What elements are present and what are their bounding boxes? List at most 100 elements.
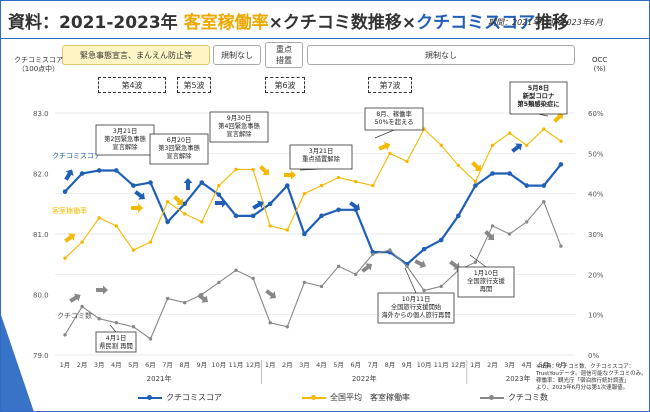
trend-arrow-head bbox=[269, 291, 276, 299]
source-note: ※出典：クチコミ数、クチコミスコア： TrustYouデータ。週信可能なクチコミ… bbox=[536, 364, 647, 391]
title-count: クチコミ数 bbox=[282, 13, 368, 33]
y-left-tick-label: 82.0 bbox=[33, 171, 49, 179]
x-tick-label: 5月 bbox=[128, 361, 139, 369]
series-point-2 bbox=[251, 276, 255, 281]
series-label-score: クチコミスコア bbox=[52, 152, 101, 160]
x-tick-label: 10月 bbox=[417, 361, 432, 369]
series-point-0 bbox=[558, 162, 564, 167]
series-point-2 bbox=[131, 325, 136, 329]
series-point-1 bbox=[251, 167, 255, 172]
trend-arrow-head bbox=[419, 260, 426, 269]
trend-arrow-head bbox=[256, 200, 264, 209]
x-tick-label: 6月 bbox=[145, 361, 156, 369]
annotation-label: 10月11日 bbox=[402, 295, 431, 303]
annotation-box bbox=[209, 111, 269, 143]
series-point-2 bbox=[165, 296, 170, 301]
series-point-1 bbox=[97, 216, 101, 220]
x-tick-label: 3月 bbox=[94, 361, 105, 369]
series-point-0 bbox=[336, 207, 341, 213]
series-point-1 bbox=[268, 224, 272, 228]
y-right-tick-label: 0% bbox=[588, 352, 599, 360]
series-point-2 bbox=[354, 272, 358, 277]
annotation-label: 宣言解除 bbox=[226, 129, 252, 138]
restriction-none-2: 規制なし bbox=[307, 45, 575, 65]
annotation-box bbox=[149, 133, 209, 165]
series-point-0 bbox=[250, 213, 256, 219]
legend-swatch-count bbox=[480, 394, 504, 400]
series-point-1 bbox=[336, 175, 341, 180]
annotation-label: 第5類感染症に bbox=[517, 99, 559, 108]
wave-4: 第4波 bbox=[98, 77, 166, 93]
annotation-leader bbox=[469, 254, 487, 268]
series-point-0 bbox=[319, 213, 324, 219]
title-prefix: 資料：2021-2023年 bbox=[8, 13, 178, 33]
annotation-box bbox=[289, 144, 353, 170]
x-tick-label: 1月 bbox=[60, 361, 71, 369]
trend-arrow-head bbox=[176, 198, 184, 206]
series-point-2 bbox=[336, 264, 341, 268]
series-point-1 bbox=[285, 228, 289, 232]
series-point-2 bbox=[302, 280, 307, 285]
annotation-label: 海外からの個人旅行再開 bbox=[381, 310, 450, 319]
x-tick-label: 9月 bbox=[402, 361, 413, 369]
trend-arrow-head bbox=[183, 178, 193, 183]
series-point-2 bbox=[217, 280, 221, 285]
legend-item-score: クチコミスコア bbox=[138, 392, 222, 403]
series-point-1 bbox=[473, 179, 478, 184]
x-tick-label: 10月 bbox=[212, 361, 227, 369]
annotation-box bbox=[95, 124, 155, 156]
annotation-label: 全国旅行支援開始 bbox=[391, 302, 442, 311]
x-tick-label: 2月 bbox=[282, 361, 293, 369]
series-point-2 bbox=[63, 333, 67, 337]
annotation-label: 再開 bbox=[480, 285, 493, 293]
trend-arrow-head bbox=[365, 263, 372, 271]
annotation-label: 宣言解除 bbox=[112, 142, 138, 151]
series-point-0 bbox=[96, 168, 102, 173]
title-mid: 推移× bbox=[367, 13, 417, 33]
series-point-0 bbox=[438, 237, 444, 243]
x-year-label: 2023年 bbox=[506, 374, 531, 383]
y-right-tick-label: 60% bbox=[588, 110, 604, 118]
series-point-0 bbox=[490, 171, 495, 176]
chart-legend: クチコミスコア 全国平均 客室稼働率 クチコミ数 bbox=[0, 386, 650, 406]
trend-arrow-head bbox=[383, 141, 391, 151]
title-times: × bbox=[268, 13, 283, 33]
series-point-1 bbox=[525, 143, 529, 147]
x-tick-label: 1月 bbox=[470, 361, 481, 369]
annotation-leader bbox=[374, 129, 395, 139]
series-point-0 bbox=[456, 213, 461, 219]
annotation-box bbox=[364, 107, 424, 131]
x-year-label: 2021年 bbox=[147, 374, 172, 383]
series-point-1 bbox=[114, 224, 119, 228]
series-point-0 bbox=[541, 183, 547, 188]
x-tick-label: 3月 bbox=[504, 361, 515, 369]
series-point-1 bbox=[542, 127, 546, 131]
annotation-label: 8月、稼働率 bbox=[376, 109, 412, 118]
x-tick-label: 4月 bbox=[111, 361, 122, 369]
series-point-2 bbox=[97, 317, 101, 321]
title-score: クチコミスコア bbox=[416, 13, 536, 33]
series-point-1 bbox=[80, 240, 84, 244]
annotation-label: 重点措置解除 bbox=[302, 154, 340, 163]
title-occ: 客室稼働率 bbox=[183, 13, 269, 33]
x-tick-label: 7月 bbox=[367, 361, 378, 369]
series-point-2 bbox=[285, 325, 289, 329]
series-point-1 bbox=[234, 167, 238, 172]
series-point-1 bbox=[507, 131, 512, 135]
x-tick-label: 9月 bbox=[196, 361, 207, 369]
trend-arrow-head bbox=[201, 295, 208, 303]
series-label-count: クチコミ数 bbox=[57, 311, 92, 320]
annotation-label: 県民割 再開 bbox=[99, 341, 133, 350]
annotation-box bbox=[95, 331, 137, 353]
series-point-1 bbox=[217, 183, 221, 188]
series-point-1 bbox=[388, 151, 392, 156]
trend-arrow-head bbox=[556, 112, 564, 120]
series-point-2 bbox=[473, 260, 478, 264]
annotation-label: 3月21日 bbox=[113, 127, 138, 135]
annotation-label: 第4回緊急事態 bbox=[218, 121, 260, 130]
annotation-label: 3月21日 bbox=[309, 147, 334, 155]
period-label: 期間：2021年1月～2023年6月 bbox=[488, 18, 603, 27]
series-point-0 bbox=[131, 183, 136, 188]
axis-right-title: OCC (%) bbox=[592, 56, 608, 73]
trend-arrows bbox=[64, 112, 564, 303]
